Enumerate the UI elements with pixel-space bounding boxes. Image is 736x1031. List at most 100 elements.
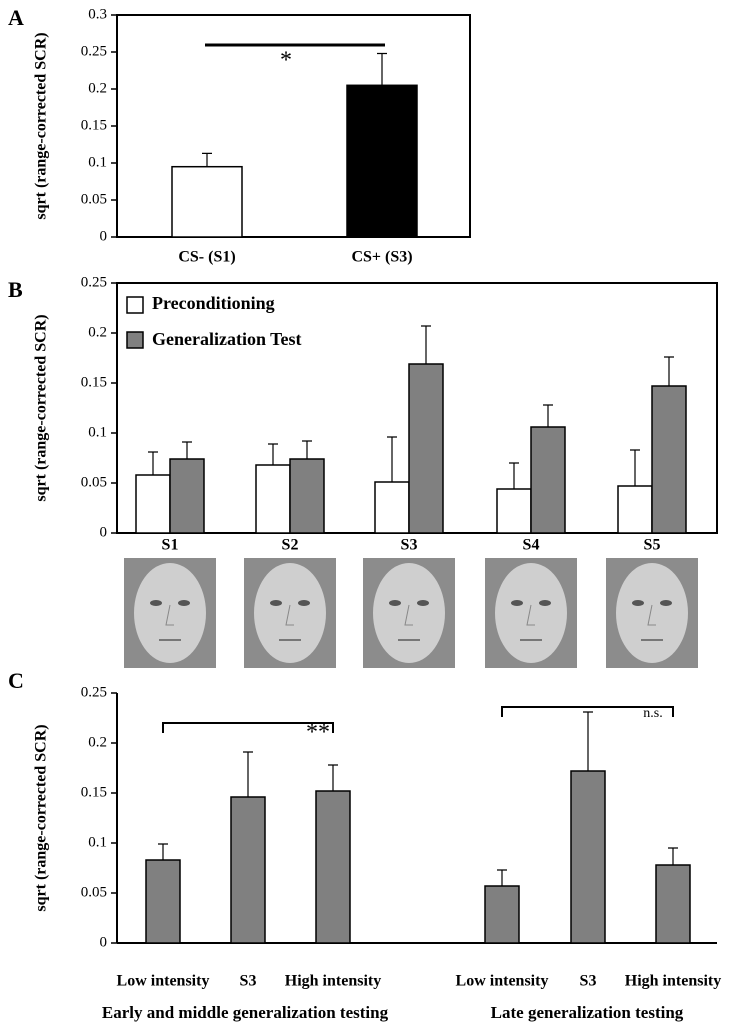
face-images	[124, 558, 698, 668]
error-bar	[497, 869, 507, 886]
y-tick-label: 0	[100, 228, 108, 244]
x-tick-label: Low intensity	[117, 973, 210, 990]
y-tick-label: 0.2	[88, 324, 107, 340]
x-tick-label: High intensity	[285, 973, 381, 990]
legend-label: Generalization Test	[152, 329, 302, 349]
bar	[169, 458, 205, 534]
legend-swatch	[126, 331, 144, 349]
bar	[484, 885, 520, 944]
bar	[530, 426, 566, 534]
y-tick-label: 0.1	[88, 154, 107, 170]
error-bar	[302, 440, 312, 459]
x-tick-label: CS+ (S3)	[351, 249, 412, 266]
y-axis-label: sqrt (range-corrected SCR)	[33, 32, 50, 219]
panel-label: B	[8, 277, 23, 302]
annotation: *	[280, 48, 292, 74]
nose	[647, 604, 656, 626]
nose	[165, 604, 174, 626]
bar	[145, 859, 181, 944]
significance-bracket	[162, 722, 334, 733]
x-tick-label: S3	[401, 537, 418, 554]
eye	[660, 600, 672, 606]
significance-bracket	[501, 706, 674, 717]
y-tick-label: 0.2	[88, 734, 107, 750]
error-bar	[182, 441, 192, 459]
error-bar	[668, 847, 678, 865]
x-tick-label: Low intensity	[456, 973, 549, 990]
bar	[617, 485, 653, 534]
error-bar	[421, 325, 431, 364]
y-tick-label: 0.2	[88, 80, 107, 96]
bar	[655, 864, 691, 944]
face	[495, 563, 567, 663]
x-tick-label: S1	[162, 537, 179, 554]
error-bar	[202, 152, 212, 167]
panel-label: C	[8, 668, 24, 693]
eye	[632, 600, 644, 606]
error-bar	[664, 356, 674, 386]
y-tick-label: 0.1	[88, 834, 107, 850]
eye	[511, 600, 523, 606]
bar	[289, 458, 325, 534]
bar	[651, 385, 687, 534]
error-bar	[509, 462, 519, 489]
y-tick-label: 0.25	[81, 684, 107, 700]
x-tick-label: S4	[523, 537, 540, 554]
panel-label: A	[8, 5, 24, 30]
eye	[539, 600, 551, 606]
y-tick-label: 0.05	[81, 474, 107, 490]
face	[254, 563, 326, 663]
y-axis-label: sqrt (range-corrected SCR)	[33, 314, 50, 501]
error-bar	[387, 436, 397, 482]
y-tick-label: 0.05	[81, 191, 107, 207]
bar	[496, 488, 532, 534]
bar	[408, 363, 444, 534]
error-bar	[543, 404, 553, 427]
bar	[255, 464, 291, 534]
error-bar	[583, 711, 593, 771]
nose	[404, 604, 413, 626]
y-tick-label: 0.15	[81, 784, 107, 800]
y-tick-label: 0.25	[81, 274, 107, 290]
error-bar	[268, 443, 278, 465]
x-tick-label: S3	[240, 973, 257, 990]
face	[373, 563, 445, 663]
y-tick-label: 0	[100, 524, 108, 540]
group-label: Early and middle generalization testing	[102, 1003, 389, 1022]
annotation: **	[306, 720, 330, 746]
eye	[298, 600, 310, 606]
bar	[171, 165, 243, 238]
y-tick-label: 0.25	[81, 43, 107, 59]
bar	[315, 790, 351, 944]
y-tick-label: 0.15	[81, 374, 107, 390]
bar	[230, 796, 266, 944]
nose	[526, 604, 535, 626]
y-tick-label: 0	[100, 934, 108, 950]
legend-swatch	[126, 296, 144, 314]
legend-label: Preconditioning	[152, 293, 275, 313]
y-tick-label: 0.3	[88, 6, 107, 22]
group-label: Late generalization testing	[491, 1003, 684, 1022]
bar	[570, 770, 606, 944]
annotation: n.s.	[643, 706, 662, 721]
eye	[150, 600, 162, 606]
error-bar	[630, 449, 640, 486]
eye	[389, 600, 401, 606]
error-bar	[328, 764, 338, 791]
x-tick-label: CS- (S1)	[178, 249, 235, 266]
plot-frame	[116, 14, 471, 238]
y-tick-label: 0.15	[81, 117, 107, 133]
error-bar	[377, 52, 387, 86]
error-bar	[148, 451, 158, 475]
bar	[374, 481, 410, 534]
eye	[417, 600, 429, 606]
bar	[135, 474, 171, 534]
eye	[270, 600, 282, 606]
x-tick-label: S5	[644, 537, 661, 554]
x-tick-label: S2	[282, 537, 299, 554]
y-tick-label: 0.1	[88, 424, 107, 440]
error-bar	[158, 843, 168, 860]
error-bar	[243, 751, 253, 797]
face	[134, 563, 206, 663]
